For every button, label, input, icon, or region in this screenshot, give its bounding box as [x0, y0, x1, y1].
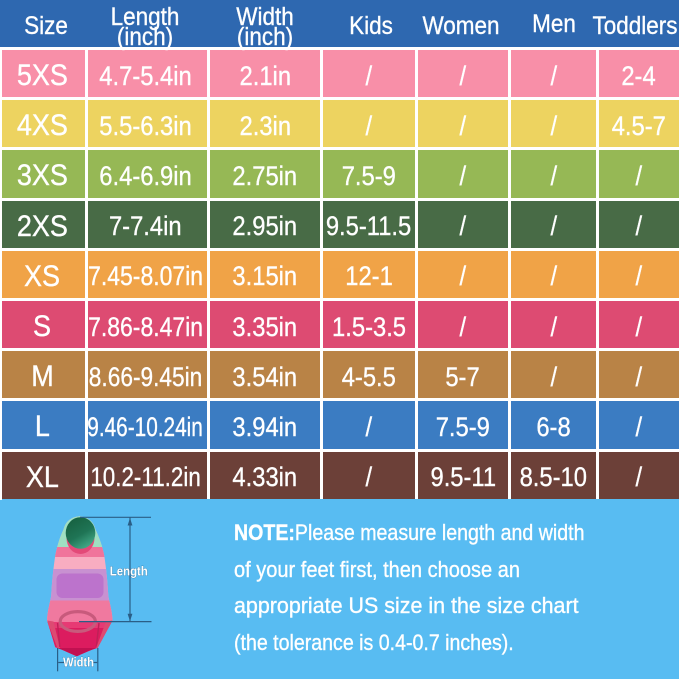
svg-text:Length: Length — [110, 563, 148, 578]
svg-text:Width: Width — [63, 654, 94, 669]
